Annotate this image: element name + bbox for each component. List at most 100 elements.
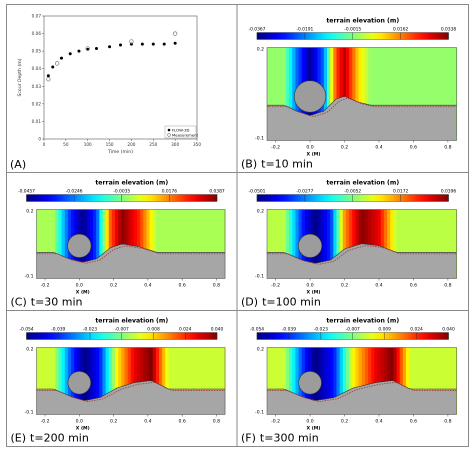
elevation-cell bbox=[155, 347, 160, 415]
elevation-cell bbox=[352, 209, 357, 279]
elevation-cell bbox=[323, 209, 328, 279]
elevation-cell bbox=[99, 209, 104, 279]
elevation-cell bbox=[270, 347, 274, 415]
elevation-cell bbox=[349, 347, 353, 415]
elevation-cell bbox=[453, 209, 458, 279]
panel-e: terrain elevation (m) -0.054 -0.039 -0.023 -… bbox=[11, 318, 226, 445]
x-axis-label: X (M) bbox=[76, 426, 90, 432]
panel-caption: (E) t=200 min bbox=[11, 432, 89, 445]
elevation-cell bbox=[415, 47, 420, 141]
colorbar-title: terrain elevation (m) bbox=[95, 180, 168, 187]
x-tick-label: -0.2 bbox=[271, 283, 280, 289]
elevation-cell bbox=[61, 347, 66, 415]
elevation-cell bbox=[52, 209, 56, 279]
panel-time: t=30 min bbox=[31, 296, 83, 309]
elevation-cell bbox=[285, 47, 290, 141]
elevation-cell bbox=[434, 347, 439, 415]
elevation-cell bbox=[171, 347, 176, 415]
elevation-cell bbox=[140, 209, 144, 279]
measured-bed-profile bbox=[267, 382, 457, 403]
panel-letter: (E) bbox=[11, 432, 27, 445]
panel-a: 0 50 100 150 200 250 300 350 0 0.01 0.02 0.03 0.04 0.… bbox=[10, 14, 201, 172]
elevation-cell bbox=[279, 47, 284, 141]
colorbar-tick-label: -0.007 bbox=[115, 327, 129, 333]
elevation-cell bbox=[453, 347, 458, 415]
elevation-cell bbox=[368, 209, 372, 279]
elevation-cell bbox=[342, 209, 347, 279]
elevation-cell bbox=[99, 347, 104, 415]
cylinder bbox=[67, 233, 92, 258]
elevation-cell bbox=[193, 347, 198, 415]
y-tick-label: 0.02 bbox=[32, 101, 42, 106]
y-tick-label: 0.2 bbox=[257, 347, 264, 353]
elevation-cell bbox=[64, 209, 69, 279]
elevation-cell bbox=[111, 347, 116, 415]
elevation-cell bbox=[181, 209, 185, 279]
elevation-cell bbox=[339, 347, 344, 415]
x-axis-label: X (M) bbox=[76, 290, 90, 296]
elevation-cell bbox=[282, 347, 287, 415]
elevation-cell bbox=[368, 347, 372, 415]
panel-time: t=100 min bbox=[262, 296, 321, 309]
elevation-cell bbox=[39, 347, 44, 415]
colorbar-tick-label: 0.040 bbox=[211, 327, 224, 333]
elevation-cell bbox=[320, 209, 325, 279]
colorbar-title: terrain elevation (m) bbox=[326, 318, 399, 325]
elevation-cell bbox=[336, 47, 341, 141]
elevation-cell bbox=[105, 347, 110, 415]
elevation-cell bbox=[162, 347, 166, 415]
flow3d-point bbox=[59, 56, 63, 60]
elevation-cell bbox=[336, 209, 341, 279]
elevation-cell bbox=[276, 209, 281, 279]
elevation-cell bbox=[292, 209, 297, 279]
elevation-cell bbox=[215, 347, 220, 415]
elevation-cell bbox=[377, 209, 382, 279]
elevation-cell bbox=[431, 209, 435, 279]
elevation-cell bbox=[330, 47, 334, 141]
x-tick-label: 0.4 bbox=[144, 283, 151, 289]
elevation-cell bbox=[412, 209, 417, 279]
x-tick-label: 300 bbox=[171, 142, 179, 147]
elevation-cell bbox=[89, 347, 94, 415]
elevation-cell bbox=[137, 347, 141, 415]
elevation-cell bbox=[450, 47, 454, 141]
cylinder bbox=[293, 80, 327, 113]
elevation-cell bbox=[282, 47, 287, 141]
elevation-cell bbox=[428, 347, 432, 415]
elevation-cell bbox=[342, 347, 347, 415]
elevation-cell bbox=[212, 347, 217, 415]
elevation-cell bbox=[187, 209, 192, 279]
elevation-cell bbox=[431, 347, 435, 415]
panel-c: terrain elevation (m) -0.0457 -0.0246 -0.00… bbox=[11, 180, 226, 309]
panel-caption: (C) t=30 min bbox=[11, 296, 83, 309]
elevation-cell bbox=[345, 347, 350, 415]
panel-b: terrain elevation (m) -0.0367 -0.0191 -0.00… bbox=[241, 18, 458, 171]
x-tick-label: 0.2 bbox=[341, 419, 348, 425]
x-tick-label: 0.6 bbox=[410, 283, 417, 289]
flow3d-point bbox=[162, 42, 166, 46]
elevation-cell bbox=[292, 47, 297, 141]
elevation-cell bbox=[184, 347, 188, 415]
x-tick-label: -0.2 bbox=[41, 283, 50, 289]
elevation-cell bbox=[377, 347, 382, 415]
elevation-cell bbox=[409, 347, 413, 415]
elevation-cell bbox=[289, 47, 293, 141]
x-tick-label: 0.8 bbox=[444, 283, 451, 289]
elevation-cell bbox=[383, 209, 388, 279]
elevation-cell bbox=[428, 47, 432, 141]
elevation-cell bbox=[364, 347, 369, 415]
elevation-cell bbox=[133, 347, 138, 415]
elevation-cell bbox=[168, 209, 173, 279]
elevation-cell bbox=[330, 209, 334, 279]
x-tick-label: 100 bbox=[84, 142, 92, 147]
elevation-cell bbox=[361, 347, 366, 415]
panel-letter: (F) bbox=[241, 432, 256, 445]
elevation-cell bbox=[418, 209, 423, 279]
x-tick-label: 0.4 bbox=[375, 145, 382, 151]
colorbar-tick-label: -0.0015 bbox=[344, 27, 361, 33]
elevation-cell bbox=[358, 347, 363, 415]
elevation-cell bbox=[424, 209, 429, 279]
elevation-cell bbox=[42, 209, 47, 279]
measured-bed-profile bbox=[267, 245, 457, 265]
